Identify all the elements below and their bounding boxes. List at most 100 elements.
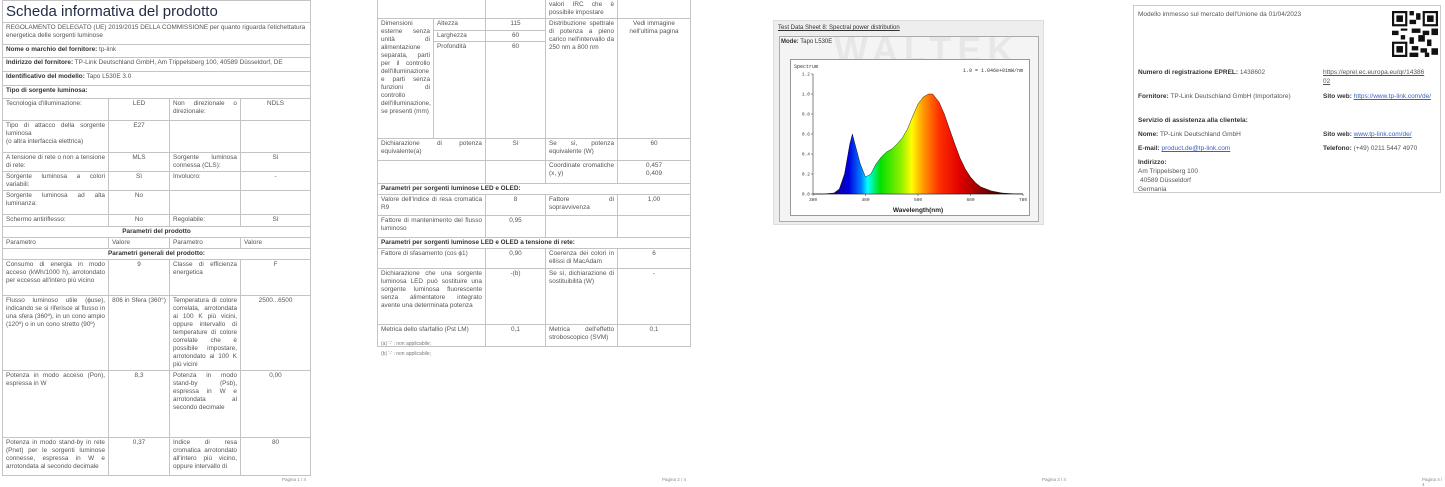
service-website-link[interactable]: www.tp-link.com/de/ [1353,131,1412,138]
website-link[interactable]: https://www.tp-link.com/de/ [1353,93,1432,100]
table-cell: Potenza in modo acceso (Pon), espressa i… [2,370,109,438]
table-cell: Schermo antiriflesso: [2,214,109,227]
table-cell: Valore dell'indice di resa cromatica R9 [377,194,486,216]
page-4: Modello immesso sul mercato dell'Unione … [1133,5,1441,193]
page-2: valori IRC che è possibile impostare Dim… [377,0,691,347]
table-row: Dichiarazione che una sorgente luminosa … [377,268,691,325]
column-headers: Parametro Valore Parametro Valore [2,237,312,249]
table-cell: Dichiarazione di potenza equivalente(a) [377,138,486,161]
table-cell: 0,95 [485,215,546,238]
y-tick-label: 0.2 [802,172,810,178]
regulation: REGOLAMENTO DELEGATO (UE) 2019/2015 DELL… [1,22,312,45]
table-cell: 0,90 [485,248,546,269]
table-row: A tensione di rete o non a tensione di r… [2,152,312,172]
table-cell: Se sì, dichiarazione di sostituibilità (… [545,268,618,325]
y-tick-label: 1.0 [802,92,810,98]
table-cell: Fattore di sfasamento (cos ϕ1) [377,248,486,269]
page-number: Pagina 3 / 4 [1042,477,1067,482]
table-cell: Sì [108,171,170,191]
y-tick-label: 0.8 [802,112,810,118]
section-heading: Parametri per sorgenti luminose LED e OL… [377,237,691,249]
table-cell [239,190,312,215]
market-date: Modello immesso sul mercato dell'Unione … [1138,11,1302,18]
table-row: Fattore di mantenimento del flusso lumin… [377,215,691,238]
y-tick-label: 1.2 [802,72,810,78]
email-link[interactable]: product.de@tp-link.com [1161,145,1231,152]
table-cell: 0,37 [108,437,170,476]
table-cell: Coerenza dei colori in ellissi di MacAda… [545,248,618,269]
table-cell [377,0,486,19]
eprel-link[interactable]: https://eprel.ec.europa.eu/qr/1438602 [1323,69,1425,85]
table-cell: Tecnologia d'illuminazione: [2,98,109,121]
table-cell: Consumo di energia in modo acceso (kWh/1… [2,259,109,296]
table-cell: No [108,214,170,227]
website-row: Sito web: https://www.tp-link.com/de/ [1323,93,1432,100]
section-heading: Tipo di sorgente luminosa: [1,85,312,99]
table-cell: Larghezza [433,30,486,42]
email-row: E-mail: product.de@tp-link.com [1138,145,1231,152]
table-cell: LED [108,98,170,121]
eprel-row: Numero di registrazione EPREL: 1438602 [1138,69,1266,76]
address-block: Indirizzo: Am Trippelsberg 100 40589 Düsse… [1138,159,1198,193]
table-cell: Non direzionale o direzionale: [169,98,241,121]
table-row: Sorgente luminosa a colori variabili: Sì I… [2,171,312,191]
address-row: Indirizzo del fornitore: TP-Link Deutsch… [1,57,312,72]
service-website-row: Sito web: www.tp-link.com/de/ [1323,131,1412,138]
page-1: Scheda informativa del prodotto REGOLAME… [1,0,312,476]
table-cell: Parametro [2,237,109,249]
table-cell: Sorgente luminosa connessa (CLS): [169,152,241,172]
y-tick-label: 0.6 [802,132,810,138]
table-row: Dichiarazione di potenza equivalente(a) S… [377,138,691,161]
table-cell: 60 [617,138,691,161]
table-cell [169,120,241,153]
product-info-table-continued: valori IRC che è possibile impostare Dim… [377,0,691,347]
table-cell: NDLS [239,98,312,121]
table-cell: 60 [485,30,546,42]
table-cell: Distribuzione spettrale di potenza a pie… [545,18,618,139]
table-cell: 1,00 [617,194,691,216]
table-cell: -(b) [485,268,546,325]
footnote: (b) '-' : non applicabile; [381,351,431,357]
table-cell: 6 [617,248,691,269]
table-cell: Sì [239,152,312,172]
table-cell: 0,00 [239,370,312,438]
service-name-row: Nome: TP-Link Deutschland GmbH [1138,131,1241,138]
supplier-row: Fornitore: TP-Link Deutschland GmbH (Imp… [1138,93,1291,100]
table-cell: Parametro [169,237,241,249]
table-cell: 806 in Sfera (360°) [108,295,170,371]
table-cell: Profondità [433,41,486,139]
table-cell: Involucro: [169,171,241,191]
table-cell: 9 [108,259,170,296]
table-cell: Metrica dello sfarfallio (Pst LM) [377,324,486,347]
phone-row: Telefono: (+49) 0211 5447 4970 [1323,145,1418,152]
qr-code[interactable] [1392,11,1438,57]
table-cell: Dichiarazione che una sorgente luminosa … [377,268,486,325]
section-heading: Parametri generali del prodotto: [1,248,312,260]
table-cell: 0,1 [485,324,546,347]
page-number: Pagina 4 / 4 [1422,477,1443,487]
table-row: Fattore di sfasamento (cos ϕ1) 0,90 Coeren… [377,248,691,269]
table-cell: Vedi immagine nell'ultima pagina [617,18,691,139]
table-cell: Sorgente luminosa ad alta luminanza: [2,190,109,215]
table-cell: Potenza in modo stand-by in rete (Pnet) … [2,437,109,476]
table-cell: Fattore di mantenimento del flusso lumin… [377,215,486,238]
x-tick-label: 480 [861,197,869,203]
table-cell: 0,457 0,409 [617,160,691,184]
service-heading: Servizio di assistenza alla clientela: [1138,117,1248,124]
table-cell [485,160,546,184]
table-cell: Temperatura di colore correlata, arroton… [169,295,241,371]
table-cell: E27 [108,120,170,153]
table-row: Valore dell'indice di resa cromatica R9 8… [377,194,691,216]
table-cell: 8 [485,194,546,216]
table-cell: 2500...6500 [239,295,312,371]
annotation: 1.0 = 1.046e+01mW/nm [963,68,1023,74]
table-cell: 60 [485,41,546,139]
table-cell: Scheda informativa del prodotto [1,0,312,23]
table-row: Sorgente luminosa ad alta luminanza: No [2,190,312,215]
table-cell [617,215,691,238]
table-cell: A tensione di rete o non a tensione di r… [2,152,109,172]
table-cell [617,0,691,19]
table-cell: Dimensioni esterne senza unità di alimen… [377,18,434,139]
x-tick-label: 580 [914,197,922,203]
table-cell: Classe di efficienza energetica [169,259,241,296]
